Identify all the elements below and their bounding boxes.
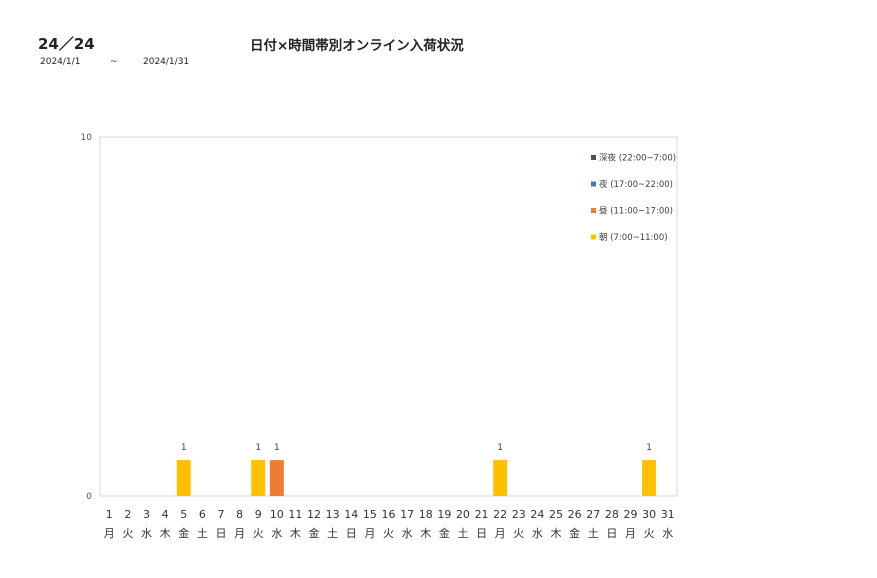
x-weekday-label-18: 木 bbox=[420, 527, 431, 540]
x-tick-label-30: 30 bbox=[642, 508, 656, 521]
bar-5-series-3 bbox=[176, 460, 191, 496]
x-weekday-label-2: 火 bbox=[122, 527, 133, 540]
legend-swatch-2 bbox=[591, 208, 596, 213]
plot-frame bbox=[99, 136, 678, 497]
date-to: 2024/1/31 bbox=[143, 57, 190, 67]
x-weekday-label-1: 月 bbox=[104, 527, 115, 540]
x-weekday-label-9: 火 bbox=[253, 527, 264, 540]
x-weekday-label-23: 火 bbox=[513, 527, 524, 540]
x-tick-label-20: 20 bbox=[456, 508, 470, 521]
x-tick-label-3: 3 bbox=[143, 508, 150, 521]
date-range-separator: ~ bbox=[110, 57, 118, 67]
x-tick-label-21: 21 bbox=[475, 508, 489, 521]
legend-label-2: 昼 (11:00~17:00) bbox=[599, 207, 673, 217]
x-tick-label-13: 13 bbox=[326, 508, 340, 521]
report-code: 24／24 bbox=[38, 35, 95, 53]
legend-label-1: 夜 (17:00~22:00) bbox=[599, 179, 673, 190]
legend-label-0: 深夜 (22:00~7:00) bbox=[599, 153, 676, 164]
y-tick-label-0: 0 bbox=[86, 492, 92, 502]
x-tick-label-9: 9 bbox=[255, 508, 262, 521]
bar-22-series-3 bbox=[493, 460, 508, 496]
legend-swatch-3 bbox=[591, 234, 596, 240]
x-weekday-label-7: 日 bbox=[215, 527, 226, 540]
x-tick-label-4: 4 bbox=[162, 508, 169, 521]
data-label-22: 1 bbox=[497, 443, 503, 453]
x-tick-label-26: 26 bbox=[568, 508, 582, 521]
x-tick-label-1: 1 bbox=[106, 508, 113, 521]
x-weekday-label-12: 金 bbox=[309, 526, 320, 540]
x-tick-label-16: 16 bbox=[382, 508, 396, 521]
bar-30-series-3 bbox=[642, 460, 657, 496]
date-from: 2024/1/1 bbox=[40, 57, 81, 67]
chart-title: 日付×時間帯別オンライン入荷状況 bbox=[250, 38, 464, 54]
x-weekday-label-24: 水 bbox=[532, 527, 543, 540]
bar-10-series-2 bbox=[269, 460, 284, 496]
x-tick-label-14: 14 bbox=[344, 508, 358, 521]
data-label-10: 1 bbox=[274, 443, 280, 453]
y-tick-label-1: 10 bbox=[81, 133, 93, 143]
x-tick-label-8: 8 bbox=[236, 508, 243, 521]
x-tick-label-28: 28 bbox=[605, 508, 619, 521]
data-label-9: 1 bbox=[255, 443, 261, 453]
bar-9-series-3 bbox=[251, 460, 266, 496]
x-weekday-label-14: 日 bbox=[346, 527, 357, 540]
x-tick-label-18: 18 bbox=[419, 508, 433, 521]
x-weekday-label-4: 木 bbox=[160, 527, 171, 540]
x-tick-label-2: 2 bbox=[124, 508, 131, 521]
x-weekday-label-10: 水 bbox=[271, 527, 282, 540]
x-weekday-label-29: 月 bbox=[625, 527, 636, 540]
x-tick-label-5: 5 bbox=[180, 508, 187, 521]
x-weekday-label-8: 月 bbox=[234, 527, 245, 540]
x-tick-label-23: 23 bbox=[512, 508, 526, 521]
x-weekday-label-21: 日 bbox=[476, 527, 487, 540]
legend-swatch-0 bbox=[591, 155, 596, 160]
x-weekday-label-6: 土 bbox=[197, 527, 208, 540]
x-weekday-label-3: 水 bbox=[141, 527, 152, 540]
x-weekday-label-20: 土 bbox=[457, 527, 468, 540]
data-label-30: 1 bbox=[646, 443, 652, 453]
x-tick-label-22: 22 bbox=[493, 508, 507, 521]
x-weekday-label-17: 水 bbox=[402, 527, 413, 540]
x-tick-label-17: 17 bbox=[400, 508, 414, 521]
x-weekday-label-13: 土 bbox=[327, 527, 338, 540]
x-weekday-label-22: 月 bbox=[495, 527, 506, 540]
x-weekday-label-25: 木 bbox=[551, 527, 562, 540]
x-tick-label-15: 15 bbox=[363, 508, 377, 521]
x-weekday-label-31: 水 bbox=[662, 527, 673, 540]
x-tick-label-12: 12 bbox=[307, 508, 321, 521]
x-tick-label-19: 19 bbox=[437, 508, 451, 521]
x-tick-label-29: 29 bbox=[623, 508, 637, 521]
x-weekday-label-15: 月 bbox=[364, 527, 375, 540]
data-label-5: 1 bbox=[181, 443, 187, 453]
legend-label-3: 朝 (7:00~11:00) bbox=[599, 233, 668, 243]
x-weekday-label-5: 金 bbox=[178, 526, 189, 540]
x-tick-label-11: 11 bbox=[288, 508, 302, 521]
x-tick-label-25: 25 bbox=[549, 508, 563, 521]
x-tick-label-7: 7 bbox=[217, 508, 224, 521]
x-tick-label-24: 24 bbox=[530, 508, 544, 521]
legend-swatch-1 bbox=[591, 181, 596, 187]
x-tick-label-6: 6 bbox=[199, 508, 206, 521]
x-weekday-label-30: 火 bbox=[644, 527, 655, 540]
x-weekday-label-19: 金 bbox=[439, 526, 450, 540]
x-weekday-label-11: 木 bbox=[290, 527, 301, 540]
x-tick-label-31: 31 bbox=[661, 508, 675, 521]
x-weekday-label-26: 金 bbox=[569, 526, 580, 540]
x-tick-label-10: 10 bbox=[270, 508, 284, 521]
x-weekday-label-16: 火 bbox=[383, 527, 394, 540]
x-weekday-label-28: 日 bbox=[606, 527, 617, 540]
x-weekday-label-27: 土 bbox=[588, 527, 599, 540]
x-tick-label-27: 27 bbox=[586, 508, 600, 521]
